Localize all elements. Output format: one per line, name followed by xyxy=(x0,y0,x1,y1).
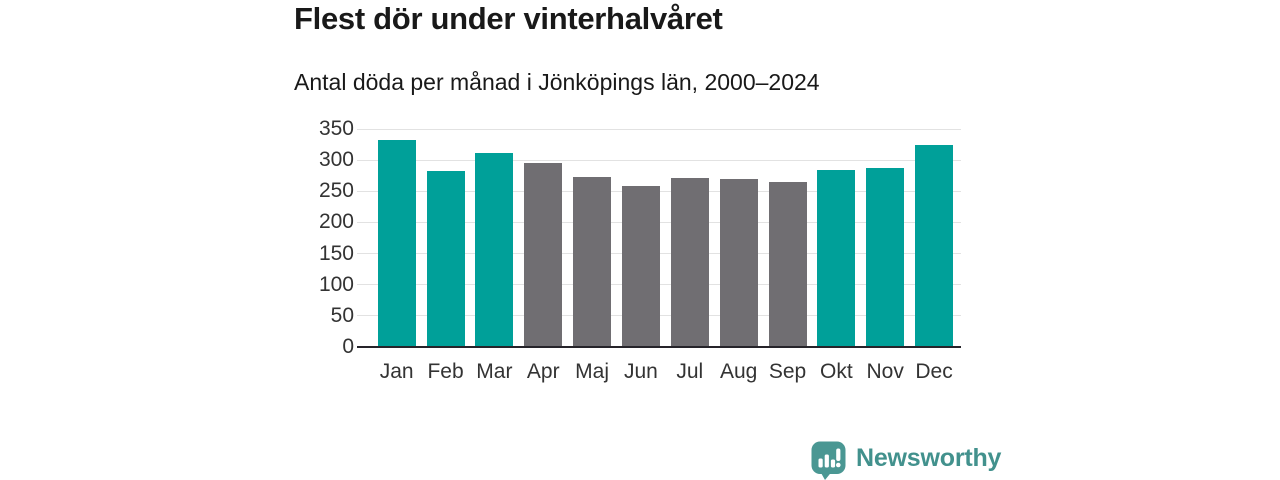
gridline xyxy=(357,159,961,161)
x-tick-label: Maj xyxy=(575,360,610,383)
x-tick-label: Nov xyxy=(866,360,904,383)
y-tick-label: 100 xyxy=(318,272,354,296)
x-axis-line xyxy=(357,346,961,348)
bar-mar xyxy=(475,153,514,347)
chart-title: Flest dör under vinterhalvåret xyxy=(294,1,723,36)
x-tick-label: Jan xyxy=(379,360,414,383)
x-tick-label: Okt xyxy=(820,360,853,383)
y-tick-label: 250 xyxy=(318,179,354,203)
y-tick-label: 350 xyxy=(318,117,354,140)
bar-maj xyxy=(573,176,612,347)
bar-dec xyxy=(915,144,954,347)
x-tick-label: Mar xyxy=(476,360,513,383)
y-tick-label: 150 xyxy=(318,241,354,265)
bar-nov xyxy=(866,167,905,347)
newsworthy-icon xyxy=(811,441,846,480)
x-tick-label: Sep xyxy=(768,360,807,383)
newsworthy-logo: Newsworthy xyxy=(810,440,1001,480)
gridline xyxy=(357,128,961,130)
y-tick-label: 50 xyxy=(330,303,354,327)
x-tick-label: Apr xyxy=(526,360,560,383)
x-tick-label: Jul xyxy=(676,360,704,383)
bar-jan xyxy=(377,140,416,347)
chart-subtitle: Antal döda per månad i Jönköpings län, 2… xyxy=(294,69,820,95)
y-tick-label: 0 xyxy=(342,335,354,358)
x-tick-label: Aug xyxy=(719,360,758,383)
newsworthy-wordmark: Newsworthy xyxy=(856,443,1002,472)
bar-aug xyxy=(719,179,758,347)
bar-apr xyxy=(524,163,563,347)
y-tick-label: 200 xyxy=(318,210,354,234)
x-tick-label: Feb xyxy=(427,360,464,383)
x-tick-label: Dec xyxy=(915,360,953,383)
bar-jun xyxy=(621,185,660,347)
bar-sep xyxy=(768,181,807,347)
x-tick-label: Jun xyxy=(624,360,658,383)
bar-jul xyxy=(670,177,709,347)
y-tick-label: 300 xyxy=(318,148,354,172)
bar-okt xyxy=(817,170,856,347)
bar-feb xyxy=(426,171,465,347)
plot-area xyxy=(357,129,961,347)
